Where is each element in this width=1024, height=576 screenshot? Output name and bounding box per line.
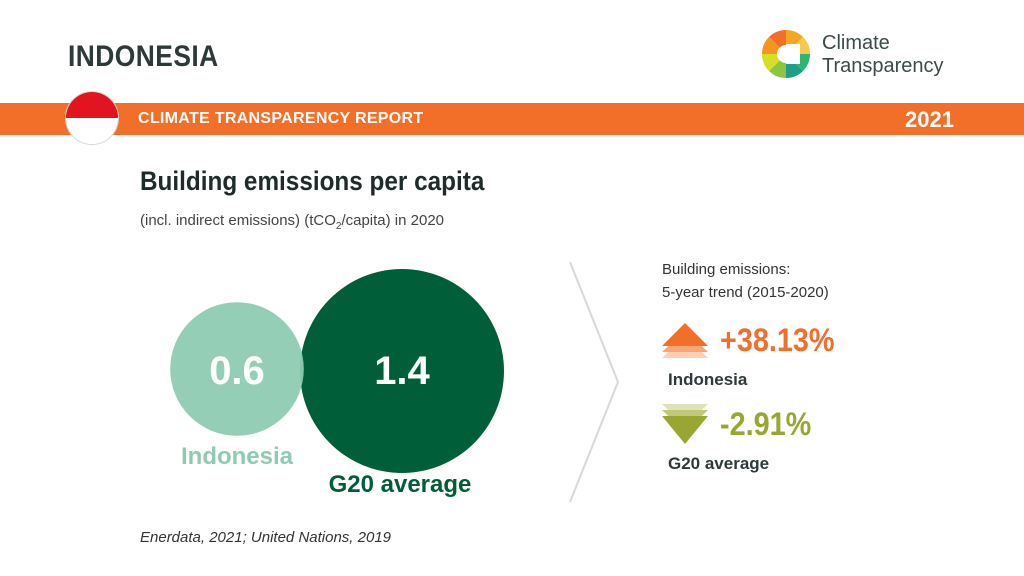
bubble-label-indonesia: Indonesia (181, 443, 294, 470)
indonesia-flag-icon (66, 92, 118, 144)
report-year: 2021 (905, 107, 954, 132)
bubble-label-g20: G20 average (329, 471, 472, 498)
bubble-value-g20: 1.4 (374, 349, 430, 393)
report-banner: CLIMATE TRANSPARENCY REPORT 2021 (0, 103, 1024, 135)
country-title: INDONESIA (68, 40, 219, 73)
trend-title: Building emissions: 5-year trend (2015-2… (662, 261, 829, 301)
climate-transparency-logo: Climate Transparency (760, 28, 960, 84)
bubble-g20-average (300, 269, 504, 473)
logo-text-line1: Climate (822, 32, 890, 54)
report-label: CLIMATE TRANSPARENCY REPORT (138, 110, 424, 127)
source-note: Enerdata, 2021; United Nations, 2019 (140, 529, 392, 546)
climate-transparency-logo-icon (761, 29, 811, 79)
logo-text-line2: Transparency (822, 55, 944, 77)
trend-name-g20: G20 average (668, 454, 770, 473)
logo-text: Climate Transparency (822, 32, 944, 78)
bubble-value-indonesia: 0.6 (209, 349, 265, 393)
chart-title: Building emissions per capita (140, 166, 485, 196)
trend-value-indonesia: +38.13% (720, 322, 835, 358)
chart-subtitle: (incl. indirect emissions) (tCO2/capita)… (140, 212, 445, 232)
bubble-indonesia (170, 302, 304, 436)
trend-up-icon (662, 323, 708, 358)
trend-name-indonesia: Indonesia (668, 370, 748, 389)
trend-down-icon (662, 404, 708, 444)
trend-value-g20: -2.91% (720, 406, 812, 442)
divider-chevron (569, 261, 620, 503)
